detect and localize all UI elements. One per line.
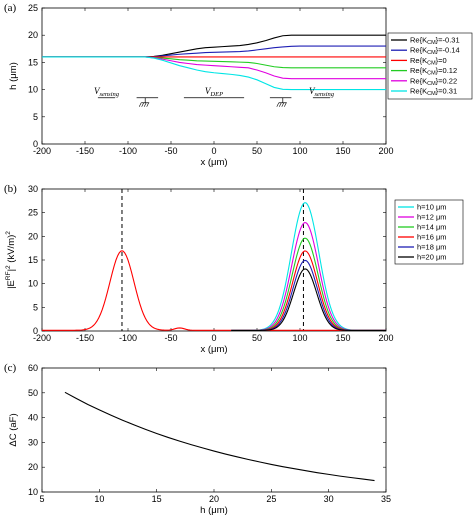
panel-b-legend-entry-4-label: h=18 μm xyxy=(417,243,447,252)
panel-a-xtick-label: -100 xyxy=(119,146,137,156)
panel-a-series-line-5 xyxy=(42,56,386,91)
panel-c-plot-frame xyxy=(41,367,387,493)
panel-a-xtick-label: 100 xyxy=(292,146,307,156)
panel-b: (b) -200 -150 -100 -50 0 50 100 150 200 0 5 10 15 20 25… xyxy=(4,183,464,355)
panel-c-ytick-label: 50 xyxy=(28,388,38,398)
panel-c-xtick-label: 35 xyxy=(381,494,391,504)
panel-b-xtick-label: 150 xyxy=(335,333,350,343)
panel-c-ytick-label: 30 xyxy=(28,437,38,447)
panel-b-series-line-5 xyxy=(231,268,386,331)
panel-c-ytick-label: 20 xyxy=(28,462,38,472)
panel-a-xtick-label: 0 xyxy=(211,146,216,156)
panel-a-electrode-label-0: Vsensing xyxy=(94,86,120,98)
panel-b-xtick-label: -150 xyxy=(76,333,94,343)
panel-b-xlabel: x (μm) xyxy=(200,344,227,355)
panel-a-legend-entry-5-label: Re{KCM}=0.31 xyxy=(410,87,457,98)
panel-a-ytick-label: 20 xyxy=(28,30,38,40)
panel-a-ytick-label: 0 xyxy=(33,139,38,149)
panel-a-ytick-label: 15 xyxy=(28,57,38,67)
panel-c-ytick-label: 10 xyxy=(28,487,38,497)
panel-c-xtick-label: 15 xyxy=(152,494,162,504)
ground-hatch xyxy=(284,102,287,107)
panel-a-xtick-label: 150 xyxy=(335,146,350,156)
panel-b-ytick-label: 15 xyxy=(28,255,38,265)
panel-a-ytick-label: 25 xyxy=(28,3,38,13)
panel-a: (a) -200 -150 -100 -50 0 50 100 150 200 0 5 10 15 20 25… xyxy=(4,2,473,168)
panel-a-series-line-4 xyxy=(42,56,386,80)
panel-b-ytick-label: 5 xyxy=(33,302,38,312)
panel-b-letter: (b) xyxy=(4,183,17,195)
panel-a-legend-entry-1-label: Re{KCM}=-0.14 xyxy=(410,46,460,57)
panel-a-electrode-label-1: VDEP xyxy=(205,86,223,98)
panel-c-xtick-label: 30 xyxy=(324,494,334,504)
panel-b-legend-entry-3-label: h=16 μm xyxy=(417,233,447,242)
ground-hatch xyxy=(146,102,149,107)
panel-b-series-line-0 xyxy=(231,202,386,331)
ground-hatch xyxy=(281,102,285,107)
panel-c-xtick-label: 20 xyxy=(209,494,219,504)
panel-b-legend: h=10 μmh=12 μmh=14 μmh=16 μmh=18 μmh=20 … xyxy=(394,199,464,265)
panel-a-legend-entry-4-label: Re{KCM}=0.22 xyxy=(410,76,457,87)
panel-a-legend-entry-3-label: Re{KCM}=0.12 xyxy=(410,66,457,77)
panel-c-xtick-label: 10 xyxy=(94,494,104,504)
panel-b-ytick-label: 30 xyxy=(28,184,38,194)
panel-a-legend-box xyxy=(387,32,473,100)
panel-b-left-peak-line xyxy=(42,250,386,331)
panel-a-ytick-label: 10 xyxy=(28,85,38,95)
panel-a-legend-entry-0-label: Re{KCM}=-0.31 xyxy=(410,36,460,47)
panel-a-ytick-label: 5 xyxy=(33,112,38,122)
panel-a-letter: (a) xyxy=(4,2,17,14)
panel-c-xtick-label: 25 xyxy=(266,494,276,504)
panel-a-xtick-label: -150 xyxy=(76,146,94,156)
panel-a-xtick-label: 200 xyxy=(378,146,393,156)
panel-b-legend-box xyxy=(394,199,464,265)
panel-b-ytick-label: 25 xyxy=(28,208,38,218)
panel-b-series-line-1 xyxy=(231,221,386,331)
panel-b-series-line-2 xyxy=(231,237,386,331)
ground-hatch xyxy=(143,102,147,107)
panel-b-plot-frame xyxy=(41,188,387,332)
ground-hatch xyxy=(276,102,280,107)
panel-b-legend-entry-1-label: h=12 μm xyxy=(417,213,447,222)
panel-b-ytick-label: 20 xyxy=(28,231,38,241)
panel-b-legend-entry-2-label: h=14 μm xyxy=(417,223,447,232)
panel-c-letter: (c) xyxy=(4,362,17,374)
panel-b-xtick-label: 200 xyxy=(378,333,393,343)
panel-a-legend: Re{KCM}=-0.31Re{KCM}=-0.14Re{KCM}=0Re{KC… xyxy=(387,32,473,100)
panel-b-xtick-label: 0 xyxy=(211,333,216,343)
panel-b-xtick-label: -50 xyxy=(164,333,177,343)
panel-a-xtick-label: 50 xyxy=(252,146,262,156)
panel-a-ground-symbol-1 xyxy=(276,97,287,107)
panel-a-xlabel: x (μm) xyxy=(200,157,227,168)
panel-b-ytick-label: 0 xyxy=(33,326,38,336)
panel-b-ylabel: |ERF|2 (kV/m)2 xyxy=(5,231,17,289)
panel-c-xtick-label: 5 xyxy=(39,494,44,504)
ground-hatch xyxy=(138,102,142,107)
panel-b-xtick-label: 50 xyxy=(252,333,262,343)
panel-a-electrode-label-2: Vsensing xyxy=(309,86,335,98)
panel-c-ytick-label: 40 xyxy=(28,413,38,423)
panel-a-legend-entry-2-label: Re{KCM}=0 xyxy=(410,56,447,67)
panel-b-legend-entry-5-label: h=20 μm xyxy=(417,253,447,262)
panel-a-series-line-1 xyxy=(42,45,386,58)
panel-a-xtick-label: -200 xyxy=(33,146,51,156)
panel-a-series-line-3 xyxy=(42,56,386,69)
panel-a-xtick-label: -50 xyxy=(164,146,177,156)
panel-b-xtick-label: -200 xyxy=(33,333,51,343)
ground-hatch xyxy=(279,102,282,107)
panel-c-series-line-0 xyxy=(64,391,375,482)
panel-c-xlabel: h (μm) xyxy=(200,505,228,516)
panel-a-ground-symbol-0 xyxy=(138,97,150,107)
panel-a-plot-frame xyxy=(41,7,387,145)
panel-c-ylabel: ΔC (aF) xyxy=(8,413,19,446)
panel-b-legend-entry-0-label: h=10 μm xyxy=(417,203,447,212)
ground-hatch xyxy=(141,102,144,107)
panel-a-ylabel: h (μm) xyxy=(8,62,19,90)
panel-c-ytick-label: 60 xyxy=(28,363,38,373)
panel-b-ytick-label: 10 xyxy=(28,279,38,289)
panel-b-xtick-label: -100 xyxy=(119,333,137,343)
panel-b-xtick-label: 100 xyxy=(292,333,307,343)
